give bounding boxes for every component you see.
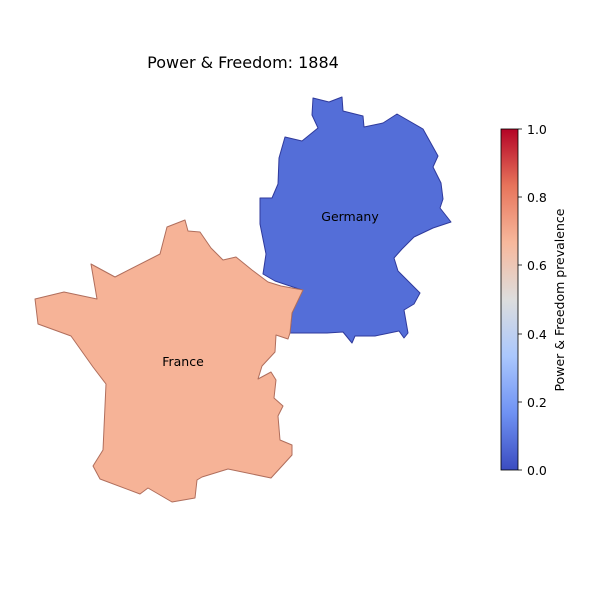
- colorbar-tick-label: 0.0: [527, 463, 547, 478]
- label-germany: Germany: [321, 209, 379, 224]
- region-germany[interactable]: [259, 96, 452, 344]
- colorbar: 0.0 0.2 0.4 0.6 0.8 1.0 Power & Freedom …: [500, 122, 567, 478]
- colorbar-tick-label: 1.0: [527, 122, 547, 137]
- colorbar-tick-label: 0.8: [527, 190, 547, 205]
- colorbar-label: Power & Freedom prevalence: [552, 208, 567, 391]
- colorbar-tick-label: 0.4: [527, 327, 547, 342]
- region-france[interactable]: [34, 219, 304, 503]
- map-title: Power & Freedom: 1884: [147, 53, 339, 72]
- colorbar-ticks: 0.0 0.2 0.4 0.6 0.8 1.0: [518, 122, 547, 478]
- colorbar-gradient: [500, 128, 519, 471]
- colorbar-tick-label: 0.6: [527, 258, 547, 273]
- label-france: France: [162, 354, 204, 369]
- colorbar-tick-label: 0.2: [527, 395, 547, 410]
